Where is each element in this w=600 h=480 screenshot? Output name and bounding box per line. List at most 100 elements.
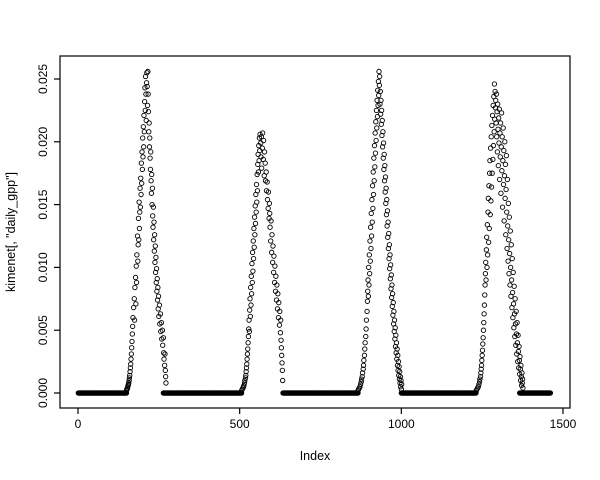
data-point bbox=[129, 331, 135, 337]
data-point bbox=[368, 233, 375, 239]
data-point bbox=[374, 114, 381, 120]
data-point bbox=[384, 208, 391, 214]
data-point bbox=[147, 135, 153, 141]
data-point bbox=[270, 243, 276, 249]
data-point bbox=[127, 368, 133, 375]
data-point bbox=[250, 238, 256, 244]
data-point bbox=[145, 91, 151, 97]
data-point bbox=[252, 232, 258, 238]
data-point bbox=[373, 137, 379, 144]
data-point bbox=[261, 149, 268, 155]
data-point bbox=[149, 201, 155, 208]
y-tick-label: 0.015 bbox=[36, 189, 50, 219]
data-point bbox=[245, 346, 251, 352]
data-point bbox=[482, 292, 488, 298]
data-point bbox=[395, 352, 401, 358]
data-point bbox=[489, 122, 495, 129]
data-point bbox=[139, 149, 145, 155]
data-point bbox=[394, 346, 400, 352]
data-point bbox=[488, 198, 494, 204]
data-point bbox=[476, 379, 483, 385]
data-point bbox=[481, 311, 487, 317]
data-point bbox=[483, 247, 490, 253]
data-point bbox=[142, 107, 148, 114]
data-point bbox=[396, 363, 402, 370]
data-point bbox=[131, 296, 137, 302]
data-point bbox=[275, 291, 281, 297]
data-point bbox=[502, 195, 508, 201]
data-point bbox=[504, 209, 510, 215]
data-point bbox=[136, 237, 142, 243]
y-tick-label: 0.000 bbox=[36, 378, 50, 408]
data-point bbox=[373, 119, 379, 125]
data-point bbox=[479, 352, 485, 358]
data-point bbox=[146, 129, 152, 135]
data-point bbox=[390, 299, 396, 306]
data-point bbox=[479, 357, 485, 363]
data-point bbox=[504, 245, 510, 252]
data-point bbox=[509, 255, 515, 262]
data-point bbox=[129, 338, 135, 345]
data-point bbox=[500, 157, 506, 164]
data-point bbox=[378, 97, 384, 104]
data-point bbox=[241, 380, 248, 386]
data-point bbox=[145, 109, 152, 115]
data-point bbox=[364, 308, 370, 315]
data-point bbox=[506, 214, 512, 220]
data-point bbox=[518, 374, 524, 380]
data-point bbox=[489, 112, 496, 119]
data-point bbox=[370, 205, 376, 212]
data-point bbox=[355, 390, 361, 396]
data-point bbox=[370, 191, 377, 198]
data-point bbox=[494, 149, 501, 155]
data-point bbox=[500, 125, 506, 131]
data-point bbox=[367, 238, 373, 244]
data-point bbox=[363, 326, 369, 332]
data-point bbox=[249, 260, 255, 267]
data-point bbox=[271, 253, 277, 259]
data-point bbox=[495, 163, 501, 169]
data-point bbox=[279, 352, 285, 358]
data-point bbox=[377, 73, 383, 80]
data-point bbox=[519, 380, 525, 386]
data-point bbox=[278, 337, 284, 343]
data-point bbox=[134, 252, 140, 258]
data-point bbox=[373, 107, 380, 114]
data-point bbox=[365, 293, 371, 299]
x-tick-label: 1000 bbox=[388, 417, 415, 431]
data-point bbox=[489, 170, 495, 176]
data-point bbox=[487, 145, 494, 151]
data-point bbox=[247, 296, 253, 302]
data-point bbox=[267, 210, 273, 217]
data-point bbox=[132, 284, 138, 291]
data-point bbox=[244, 356, 250, 362]
data-point bbox=[389, 282, 395, 288]
data-point bbox=[146, 120, 152, 126]
data-point bbox=[139, 180, 145, 186]
data-point bbox=[267, 224, 273, 230]
data-point bbox=[483, 259, 489, 266]
data-point bbox=[264, 179, 270, 185]
data-point bbox=[491, 81, 498, 87]
data-point bbox=[490, 142, 497, 149]
data-point bbox=[265, 189, 272, 195]
data-point bbox=[494, 134, 500, 140]
x-tick-label: 500 bbox=[230, 417, 250, 431]
data-point bbox=[151, 237, 157, 243]
data-point bbox=[388, 272, 394, 278]
data-point bbox=[137, 185, 143, 191]
data-point bbox=[513, 308, 519, 315]
data-point bbox=[162, 351, 168, 357]
data-point bbox=[379, 117, 385, 124]
data-point bbox=[515, 348, 522, 355]
data-point bbox=[133, 279, 140, 286]
data-point bbox=[503, 152, 510, 159]
data-point bbox=[507, 282, 513, 288]
data-point bbox=[144, 70, 150, 76]
data-point bbox=[372, 164, 378, 170]
data-point bbox=[272, 263, 278, 269]
data-point bbox=[367, 258, 373, 264]
data-point bbox=[369, 196, 375, 203]
data-point bbox=[490, 156, 496, 163]
